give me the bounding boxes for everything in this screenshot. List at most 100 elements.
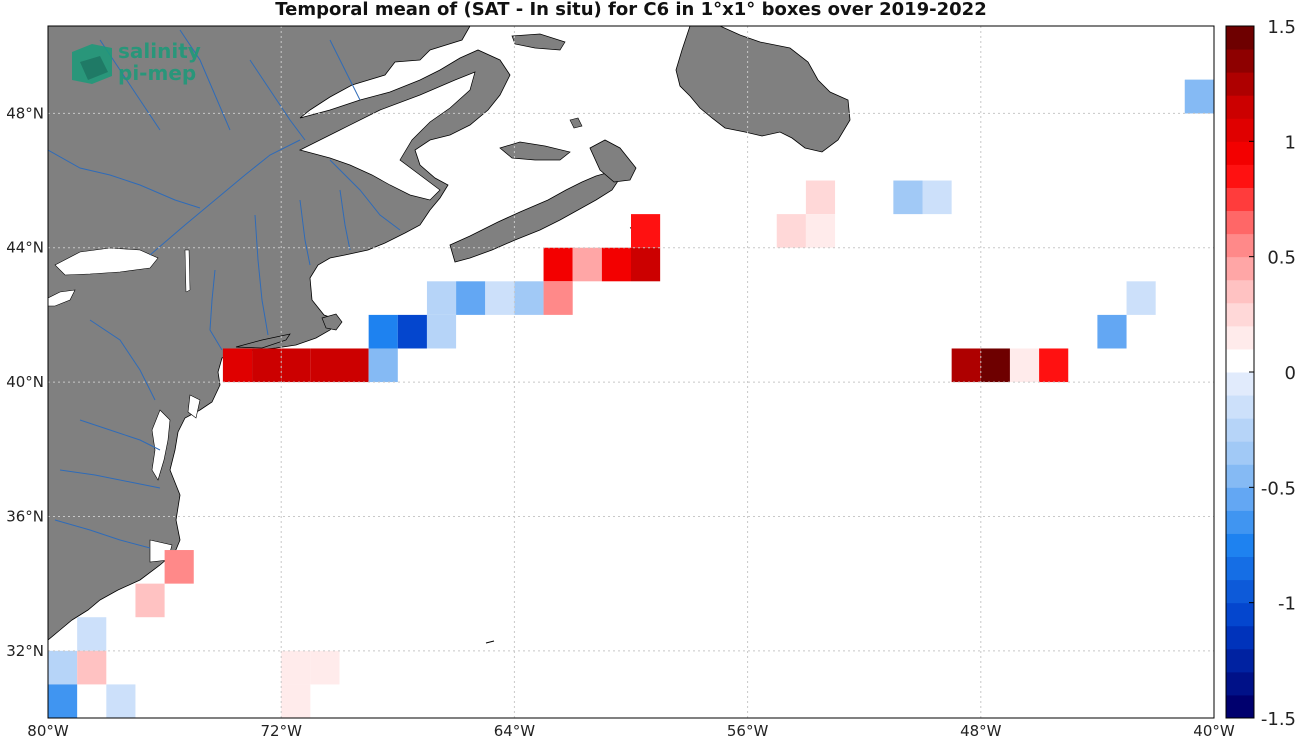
colorbar-tick-label: -1 xyxy=(1278,594,1296,615)
bias-cell xyxy=(281,684,311,718)
bias-cell xyxy=(339,348,369,383)
bias-cell xyxy=(222,348,253,383)
latitude-tick-label: 36°N xyxy=(6,507,44,525)
bias-cell xyxy=(805,180,836,215)
river-hudson xyxy=(209,269,223,351)
land-pei xyxy=(499,141,571,161)
land-nova-scotia xyxy=(449,171,621,263)
river-saint-john xyxy=(329,159,401,231)
logo-line2: pi-mep xyxy=(118,61,196,85)
river-connecticut xyxy=(254,214,269,336)
colorbar-swatch xyxy=(1226,694,1254,719)
latitude-tick-labels: 32°N 36°N 40°N 44°N 48°N xyxy=(6,104,44,659)
longitude-tick-label: 72°W xyxy=(260,722,302,740)
bias-cell xyxy=(281,348,311,383)
longitude-tick-labels: 80°W 72°W 64°W 56°W 48°W 40°W xyxy=(27,722,1235,740)
bias-cell xyxy=(1097,314,1127,349)
colorbar-swatch xyxy=(1226,648,1254,673)
bias-cell xyxy=(106,684,136,718)
bias-cell xyxy=(601,247,631,282)
bias-cell xyxy=(543,281,573,315)
map-frame xyxy=(47,25,1215,719)
latitude-tick-label: 44°N xyxy=(6,239,44,257)
colorbar-tick-label: 0 xyxy=(1285,363,1296,384)
bias-cell xyxy=(456,281,486,315)
longitude-tick-label: 56°W xyxy=(727,722,769,740)
land-anticosti xyxy=(511,33,566,51)
colorbar-swatch xyxy=(1226,26,1254,50)
land-cape-breton xyxy=(589,139,637,183)
colorbar-swatch xyxy=(1226,487,1254,511)
colorbar-swatch xyxy=(1226,533,1254,558)
colorbar-swatch xyxy=(1226,418,1254,442)
land-long-island xyxy=(235,333,291,349)
colorbar-swatch xyxy=(1226,233,1254,258)
colorbar-swatch xyxy=(1226,395,1254,419)
colorbar-swatch xyxy=(1226,72,1254,96)
latitude-tick-label: 40°N xyxy=(6,373,44,391)
colorbar-swatch xyxy=(1226,256,1254,281)
river-james xyxy=(59,469,161,489)
latitude-tick-label: 48°N xyxy=(6,104,44,122)
colorbar-swatch xyxy=(1226,441,1254,465)
logo-line1: salinity xyxy=(118,39,201,63)
river-susquehanna xyxy=(89,319,156,401)
delaware-bay xyxy=(187,394,201,419)
bias-cell xyxy=(485,281,515,315)
bias-cell xyxy=(631,247,661,282)
bias-cell xyxy=(48,650,78,685)
salinity-pimep-logo: salinity pi-mep xyxy=(72,39,201,85)
colorbar-swatch xyxy=(1226,348,1254,373)
land-newfoundland xyxy=(675,26,851,153)
river-st-lawrence xyxy=(149,139,301,256)
bias-cell xyxy=(572,247,602,282)
bias-cell xyxy=(951,348,981,383)
gridlines xyxy=(48,26,1214,718)
latitude-tick-label: 32°N xyxy=(6,642,44,660)
colorbar-swatch xyxy=(1226,325,1254,350)
bias-cell xyxy=(368,348,398,383)
colorbar-tick-label: 1.5 xyxy=(1267,17,1296,38)
river-saguenay xyxy=(249,59,306,141)
st-lawrence-estuary xyxy=(299,71,476,201)
colorbar-swatch xyxy=(1226,49,1254,73)
colorbar-swatch xyxy=(1226,279,1254,304)
land-bermuda xyxy=(485,640,495,644)
lake-erie xyxy=(48,289,76,307)
bias-cell xyxy=(631,214,661,248)
bias-cell xyxy=(805,214,836,248)
colorbar-swatch xyxy=(1226,671,1254,696)
colorbar-swatch xyxy=(1226,164,1254,188)
logo-mark-shade-icon xyxy=(80,56,108,80)
bias-cell xyxy=(543,247,573,282)
river-kennebec xyxy=(299,199,311,266)
river-north-quebec-3 xyxy=(329,39,361,101)
colorbar-swatch xyxy=(1226,210,1254,235)
bias-cell xyxy=(135,583,165,618)
bias-cell xyxy=(922,180,952,215)
colorbar-swatch xyxy=(1226,556,1254,581)
longitude-tick-label: 40°W xyxy=(1193,722,1235,740)
colorbar-swatch xyxy=(1226,602,1254,627)
colorbar-tick-label: -1.5 xyxy=(1261,709,1296,730)
bias-cell xyxy=(77,650,107,685)
bias-cell xyxy=(776,214,806,248)
colorbar-swatch xyxy=(1226,118,1254,142)
bias-cell xyxy=(1009,348,1040,383)
colorbar-swatch xyxy=(1226,579,1254,604)
rivers-layer xyxy=(48,29,401,549)
bias-cell xyxy=(77,617,107,651)
colorbar-tick-label: 0.5 xyxy=(1267,248,1296,269)
colorbar-swatch xyxy=(1226,510,1254,534)
colorbar-swatch xyxy=(1226,302,1254,327)
river-roanoke xyxy=(54,519,151,549)
bias-cell xyxy=(281,650,311,685)
river-ottawa xyxy=(48,149,201,209)
bias-cell xyxy=(310,650,340,685)
bias-cell xyxy=(310,348,340,383)
river-potomac xyxy=(79,419,161,451)
colorbar-swatch xyxy=(1226,372,1254,396)
bias-cell xyxy=(426,314,457,349)
land-layer xyxy=(48,26,851,644)
